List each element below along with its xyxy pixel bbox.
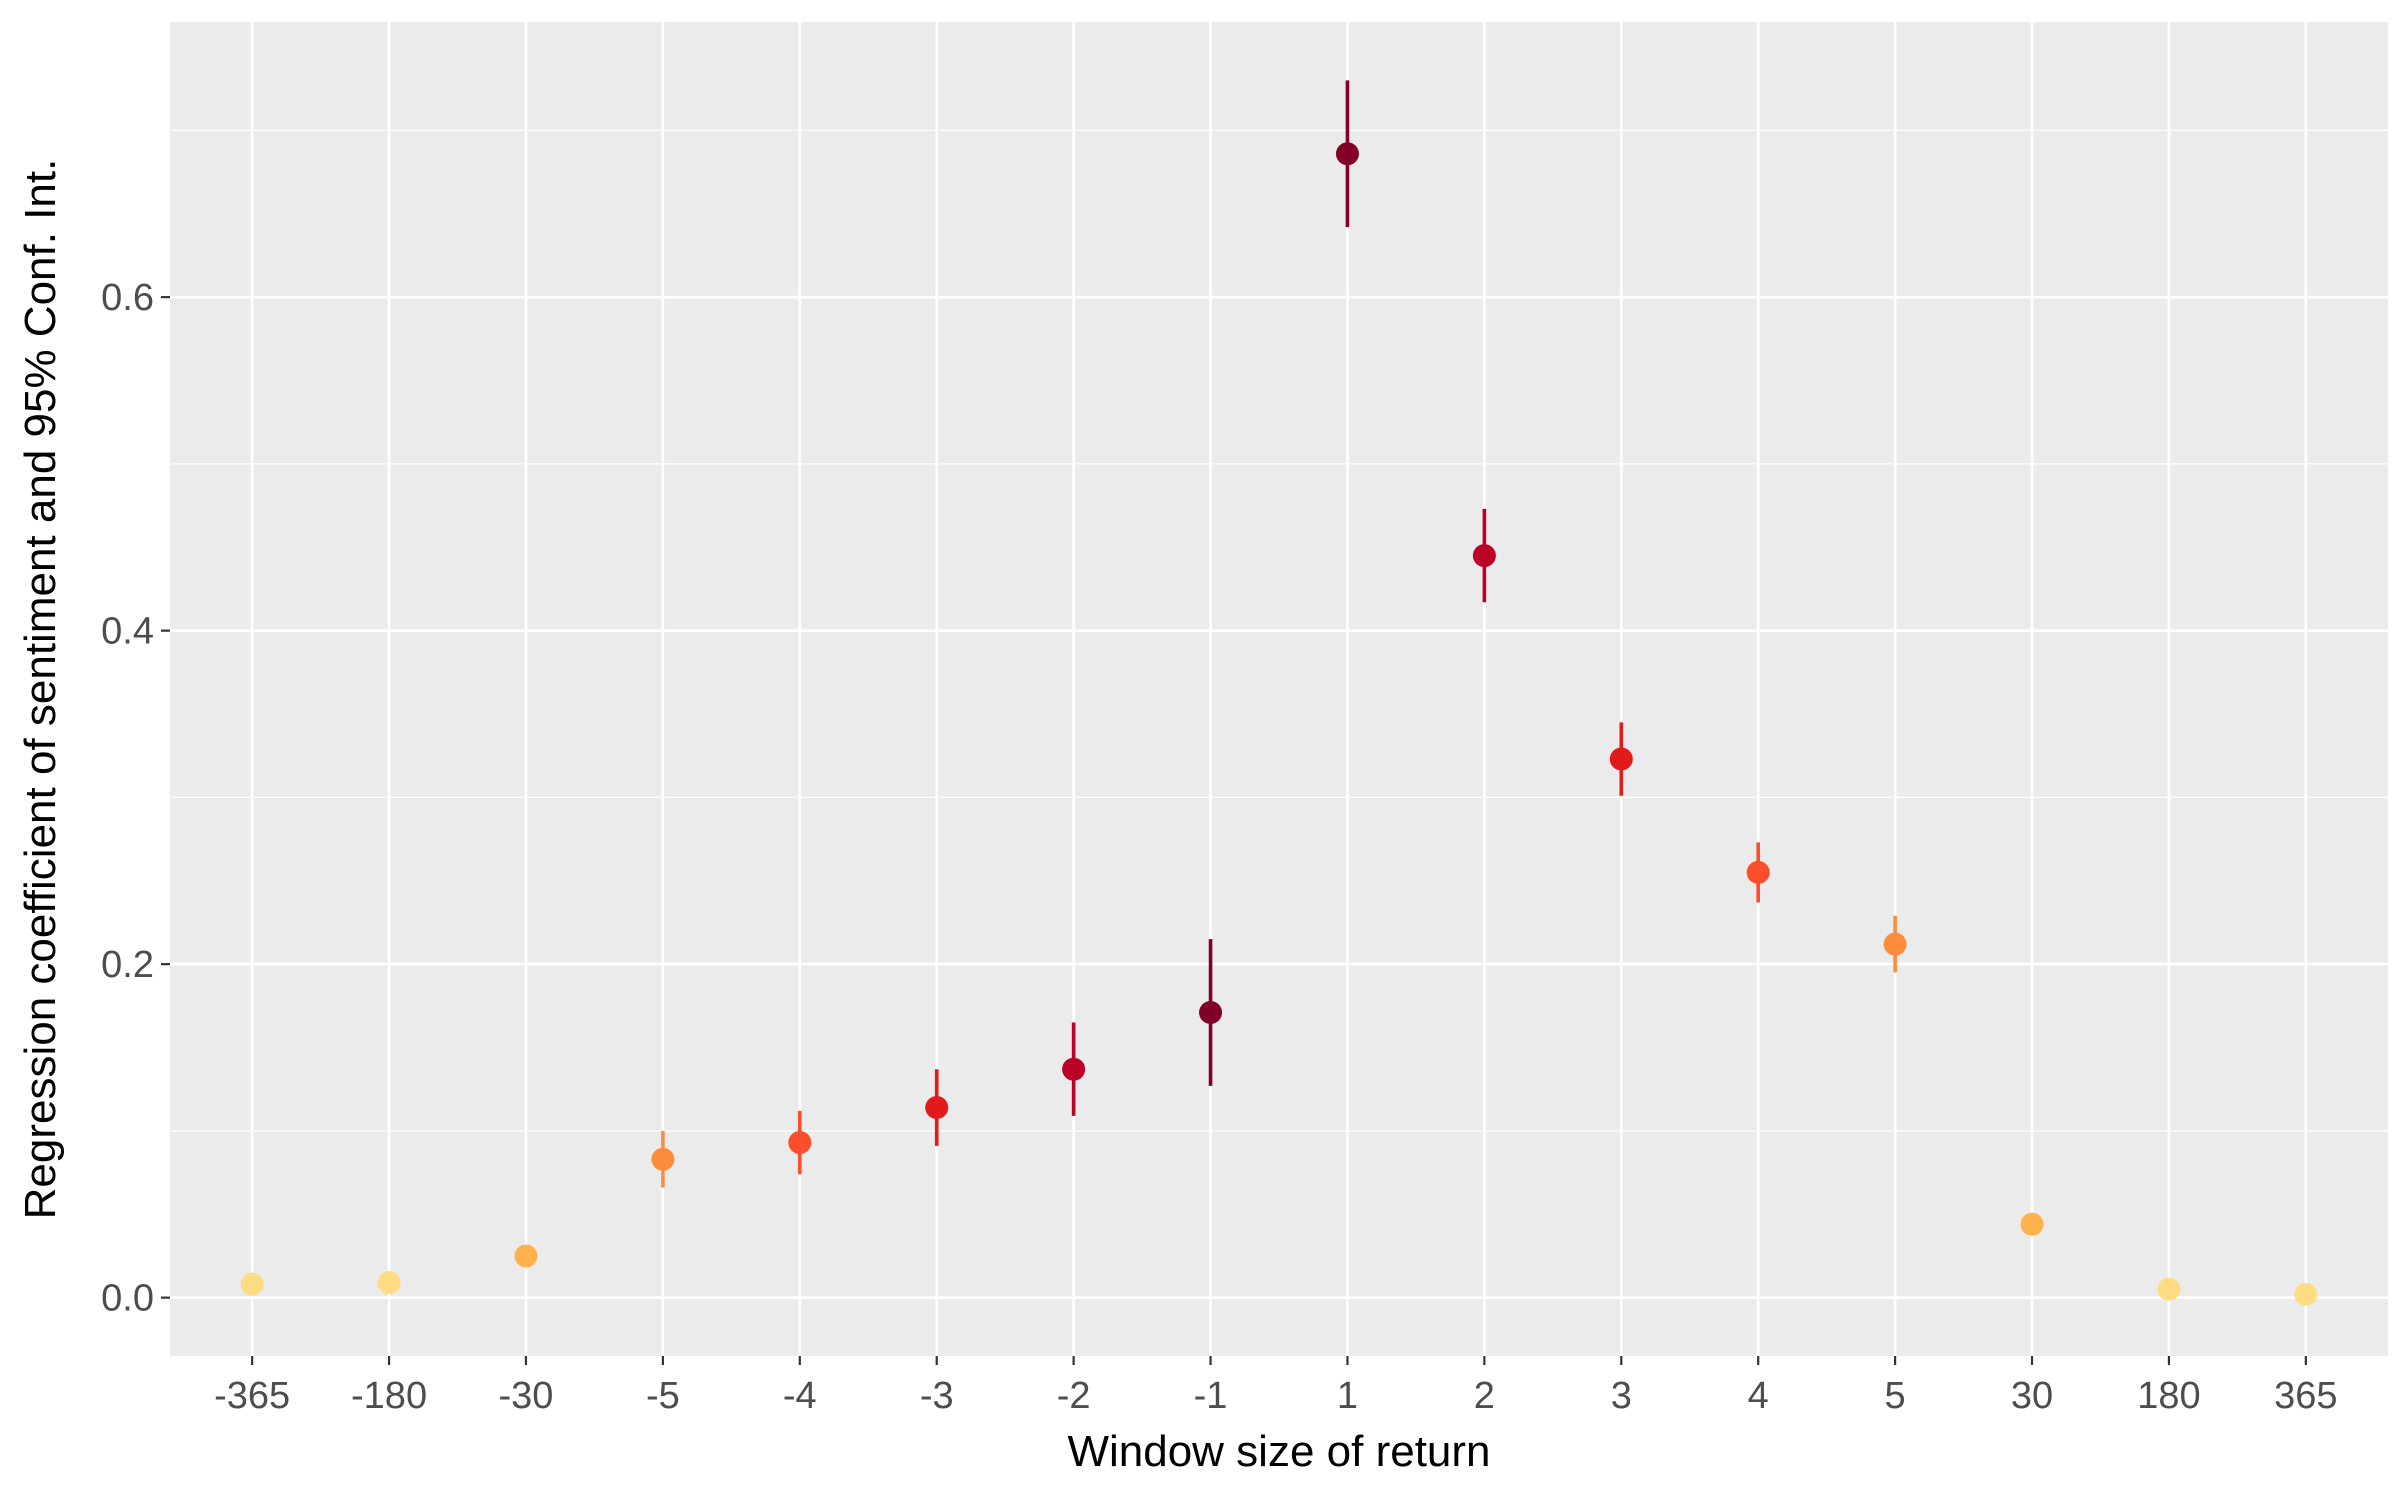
data-point <box>2157 1277 2181 1301</box>
plot-panel <box>170 22 2388 1356</box>
minor-gridlines <box>170 129 2388 1132</box>
data-point <box>240 1272 264 1296</box>
data-point <box>925 1096 949 1120</box>
y-tick-label: 0.4 <box>101 611 154 653</box>
data-point <box>377 1271 401 1295</box>
x-tick-label: -2 <box>1057 1375 1091 1417</box>
x-tick-label: -30 <box>499 1375 554 1417</box>
x-tick-label: 1 <box>1337 1375 1358 1417</box>
data-point <box>2294 1282 2318 1306</box>
x-tick-label: 180 <box>2137 1375 2200 1417</box>
x-tick-label: -4 <box>783 1375 817 1417</box>
data-point <box>651 1147 675 1171</box>
data-point <box>1746 860 1770 884</box>
data-point <box>1883 932 1907 956</box>
data-point <box>1062 1057 1086 1081</box>
data-point <box>1472 544 1496 568</box>
x-tick-label: -1 <box>1194 1375 1228 1417</box>
x-tick-label: 365 <box>2274 1375 2337 1417</box>
x-axis: -365 -180 -30 -5 -4 -3 -2 -1 1 2 3 4 5 30 180 365 <box>214 1356 2338 1417</box>
y-axis-title: Regression coefficient of sentiment and … <box>16 159 65 1220</box>
data-point <box>514 1244 538 1268</box>
data-point <box>1335 142 1359 166</box>
y-tick-label: 0.2 <box>101 944 154 986</box>
data-points <box>240 142 2318 1306</box>
x-tick-label: 4 <box>1748 1375 1769 1417</box>
data-point <box>1609 747 1633 771</box>
x-tick-label: 3 <box>1611 1375 1632 1417</box>
x-tick-label: -180 <box>351 1375 427 1417</box>
y-tick-label: 0.6 <box>101 277 154 319</box>
x-axis-title: Window size of return <box>1067 1427 1490 1476</box>
x-tick-label: -3 <box>920 1375 954 1417</box>
x-tick-label: 5 <box>1885 1375 1906 1417</box>
x-tick-label: 30 <box>2011 1375 2053 1417</box>
data-point <box>2020 1212 2044 1236</box>
data-point <box>1199 1000 1223 1024</box>
x-tick-label: -5 <box>646 1375 680 1417</box>
y-tick-label: 0.0 <box>101 1278 154 1320</box>
x-tick-label: 2 <box>1474 1375 1495 1417</box>
data-point <box>788 1131 812 1155</box>
y-axis: 0.0 0.2 0.4 0.6 <box>101 277 170 1320</box>
x-tick-label: -365 <box>214 1375 290 1417</box>
